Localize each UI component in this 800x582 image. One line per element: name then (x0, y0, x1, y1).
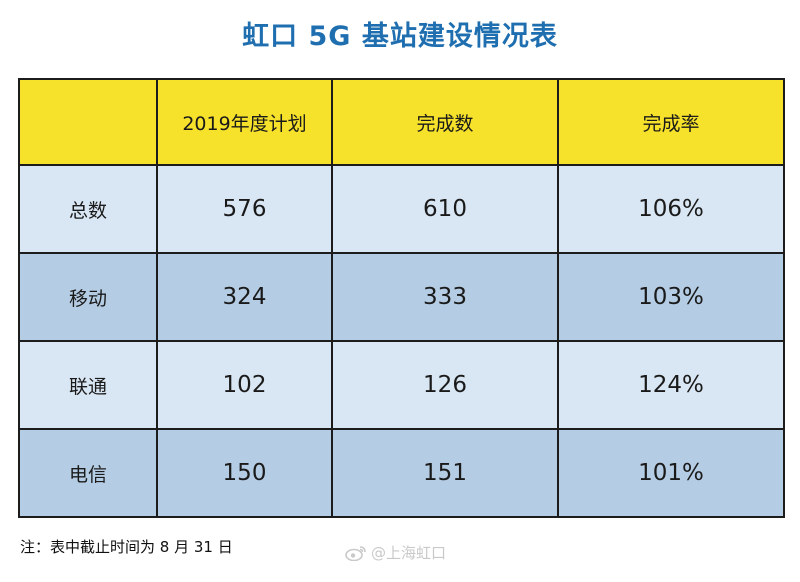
rate-cell: 106% (557, 164, 785, 254)
header-cell-plan: 2019年度计划 (156, 78, 333, 166)
table-header-row: 2019年度计划 完成数 完成率 (18, 78, 785, 166)
watermark: @上海虹口 (345, 542, 446, 563)
footnote: 注：表中截止时间为 8 月 31 日 (20, 538, 233, 556)
plan-cell: 150 (156, 428, 333, 518)
rate-cell: 103% (557, 252, 785, 342)
row-label: 总数 (18, 164, 158, 254)
plan-cell: 102 (156, 340, 333, 430)
done-cell: 151 (331, 428, 559, 518)
header-cell-rate: 完成率 (557, 78, 785, 166)
weibo-icon (345, 545, 367, 561)
table-row: 总数 576 610 106% (18, 164, 785, 254)
table-row: 移动 324 333 103% (18, 252, 785, 342)
row-label: 联通 (18, 340, 158, 430)
plan-cell: 324 (156, 252, 333, 342)
header-cell-empty (18, 78, 158, 166)
page-title: 虹口 5G 基站建设情况表 (242, 21, 558, 52)
stats-table: 2019年度计划 完成数 完成率 总数 576 610 106% 移动 324 … (18, 78, 785, 518)
row-label: 移动 (18, 252, 158, 342)
done-cell: 333 (331, 252, 559, 342)
rate-cell: 124% (557, 340, 785, 430)
watermark-text: @上海虹口 (371, 544, 447, 562)
rate-cell: 101% (557, 428, 785, 518)
table-row: 联通 102 126 124% (18, 340, 785, 430)
table-row: 电信 150 151 101% (18, 428, 785, 518)
done-cell: 126 (331, 340, 559, 430)
header-cell-done: 完成数 (331, 78, 559, 166)
row-label: 电信 (18, 428, 158, 518)
done-cell: 610 (331, 164, 559, 254)
plan-cell: 576 (156, 164, 333, 254)
